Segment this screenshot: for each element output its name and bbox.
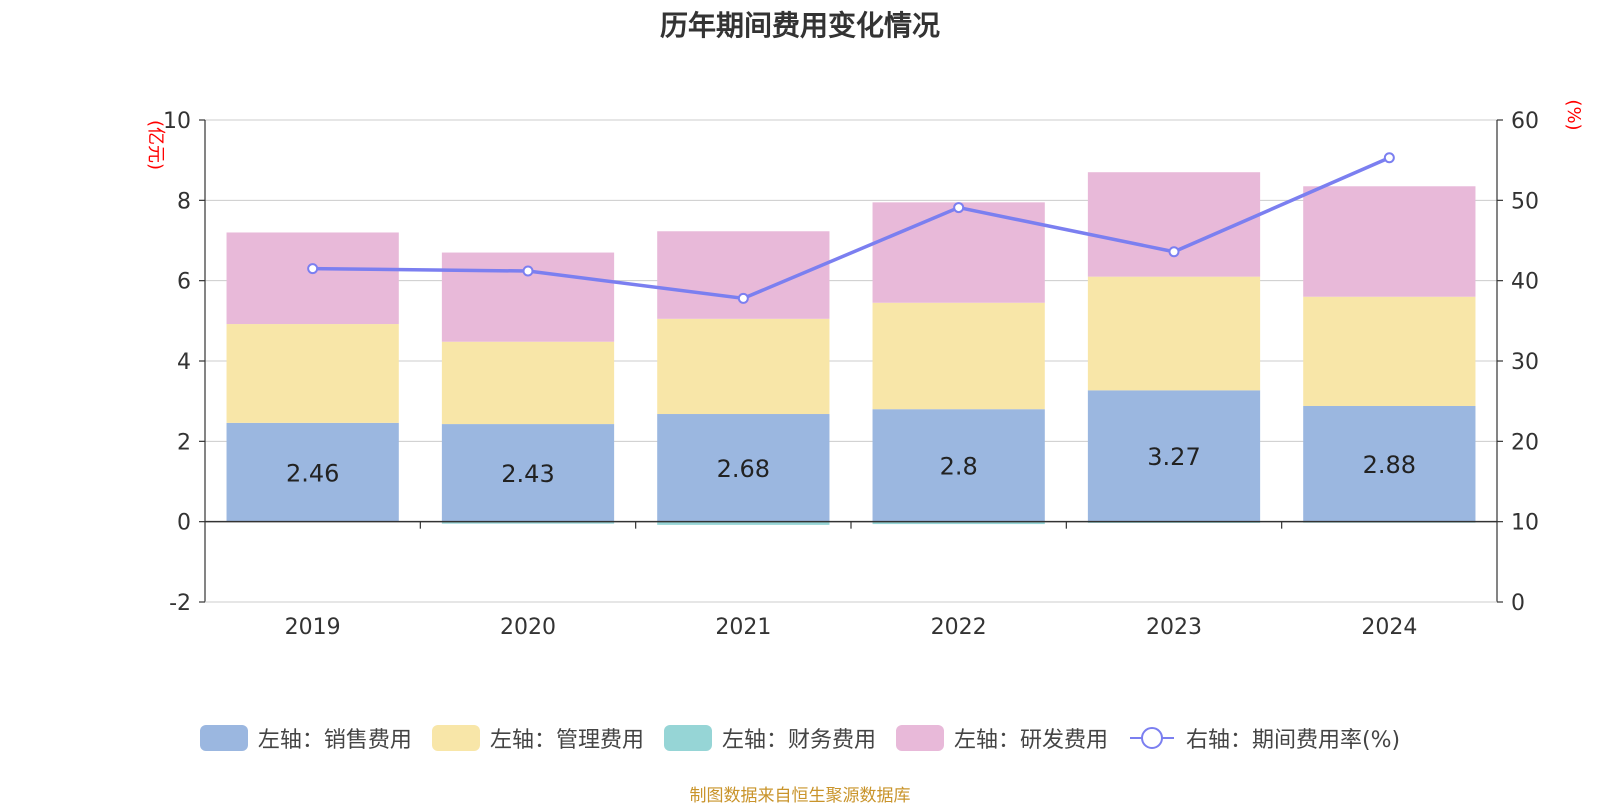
- axes: -2 0 2 4 6 8 10 0 10 20 30 40 50 60 2019 2020 2021 2022 20…: [145, 99, 1584, 640]
- x-axis-tick-label: 2019: [285, 615, 341, 640]
- rate-line-path: [312, 156, 1391, 301]
- right-axis-tick-label: 40: [1511, 270, 1539, 295]
- bar-segment: [657, 414, 830, 522]
- right-axis-tick-label: 20: [1511, 430, 1539, 455]
- left-axis-tick-label: 6: [177, 270, 191, 295]
- legend-item[interactable]: 左轴：财务费用: [663, 722, 876, 754]
- x-axis-tick-label: 2024: [1361, 615, 1417, 640]
- left-axis-unit: (亿元): [145, 120, 166, 170]
- legend-label: 左轴：管理费用: [489, 728, 644, 753]
- bar-value-label: 2.88: [1363, 451, 1416, 479]
- rate-line-point: [953, 202, 965, 214]
- right-axis-tick-label: 50: [1511, 189, 1539, 214]
- bar-segment: [1087, 276, 1261, 391]
- bar-segment: [441, 424, 615, 522]
- rate-line: [307, 152, 1395, 304]
- x-axis-tick-label: 2020: [500, 615, 556, 640]
- bar-segment: [226, 422, 399, 522]
- bar-segment: [657, 318, 830, 415]
- bar-segment: [872, 409, 1045, 522]
- rate-line-point: [307, 263, 319, 275]
- bars: [226, 172, 1476, 525]
- legend-item[interactable]: 左轴：管理费用: [431, 722, 644, 754]
- bar-segment: [226, 232, 399, 325]
- bar-segment: [657, 521, 830, 525]
- bar-segment: [657, 231, 830, 319]
- legend-swatch: [663, 725, 712, 751]
- left-axis-tick-label: 8: [177, 189, 191, 214]
- right-axis-unit: (%): [1563, 99, 1584, 130]
- bar-segment: [872, 302, 1045, 410]
- bar-segment: [1303, 296, 1476, 406]
- x-axis-tick-label: 2023: [1146, 615, 1202, 640]
- bar-value-label: 3.27: [1147, 443, 1200, 471]
- bar-segment: [1087, 172, 1261, 277]
- bar-segment: [1303, 405, 1476, 522]
- rate-line-point: [522, 265, 534, 277]
- chart-title: 历年期间费用变化情况: [659, 9, 940, 42]
- left-axis-tick-label: 10: [163, 109, 191, 134]
- rate-line-point: [1383, 152, 1395, 164]
- bar-segment: [226, 324, 399, 423]
- legend-swatch: [431, 725, 480, 751]
- legend: 左轴：销售费用 左轴：管理费用 左轴：财务费用 左轴：研发费用 右轴：期间费用率(%): [0, 722, 1600, 754]
- chart-canvas: -2 0 2 4 6 8 10 0 10 20 30 40 50 60 2019 2020 2021 2022 20…: [145, 99, 1584, 640]
- bar-segment: [872, 521, 1045, 525]
- bar-value-label: 2.68: [717, 455, 770, 483]
- legend-item[interactable]: 左轴：研发费用: [895, 722, 1108, 754]
- bar-segment: [1303, 186, 1476, 297]
- rate-line-point: [737, 292, 749, 304]
- legend-line-marker: [1140, 727, 1163, 749]
- data-labels: 2.46 2.43 2.68 2.8 3.27 2.88: [286, 443, 1416, 488]
- left-axis-tick-label: 2: [177, 430, 191, 455]
- bar-value-label: 2.46: [286, 459, 339, 487]
- bar-segment: [441, 341, 615, 425]
- rate-line-point: [1168, 246, 1180, 258]
- legend-swatch: [199, 725, 248, 751]
- legend-label: 左轴：销售费用: [257, 728, 412, 753]
- legend-swatch: [895, 725, 944, 751]
- x-axis-tick-label: 2022: [931, 615, 987, 640]
- legend-item[interactable]: 左轴：销售费用: [199, 722, 412, 754]
- left-axis-tick-label: -2: [169, 591, 191, 616]
- legend-line-icon: [1129, 727, 1174, 749]
- legend-label: 左轴：研发费用: [953, 728, 1108, 753]
- legend-label: 右轴：期间费用率(%): [1185, 728, 1401, 753]
- bar-segment: [441, 521, 615, 524]
- legend-label: 左轴：财务费用: [721, 728, 876, 753]
- right-axis-tick-label: 30: [1511, 350, 1539, 375]
- left-axis-tick-label: 0: [177, 511, 191, 536]
- right-axis-tick-label: 10: [1511, 511, 1539, 536]
- right-axis-tick-label: 60: [1511, 109, 1539, 134]
- bar-value-label: 2.43: [501, 460, 554, 488]
- legend-item[interactable]: 右轴：期间费用率(%): [1128, 722, 1400, 754]
- bar-segment: [872, 202, 1045, 303]
- source-note: 制图数据来自恒生聚源数据库: [689, 786, 911, 806]
- bar-value-label: 2.8: [940, 452, 978, 480]
- right-axis-tick-label: 0: [1511, 591, 1525, 616]
- x-axis-tick-label: 2021: [715, 615, 771, 640]
- left-axis-tick-label: 4: [177, 350, 191, 375]
- bar-segment: [1087, 390, 1261, 522]
